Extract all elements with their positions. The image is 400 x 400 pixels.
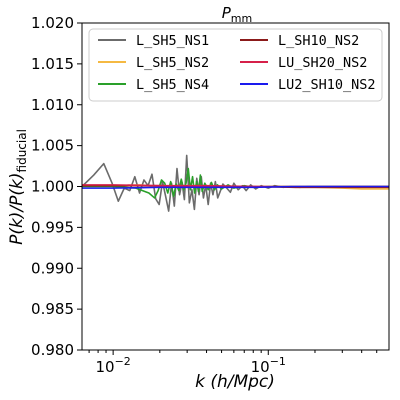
x-tick-exponent: −1 [270, 355, 286, 368]
y-axis-label-sub: fiducial [15, 129, 29, 172]
legend-label: L_SH5_NS1 [136, 33, 209, 49]
x-tick-exponent: −2 [115, 355, 131, 368]
y-tick-label: 0.980 [31, 341, 74, 359]
y-axis-label-main: P(k)/P(k) [7, 172, 27, 244]
legend-label: L_SH5_NS2 [136, 55, 209, 71]
x-axis: 10−2 10−1 [88, 350, 378, 376]
x-tick-label: 10−2 [95, 355, 130, 376]
y-tick-label: 1.000 [31, 178, 74, 196]
series-line-l-sh5-ns1 [82, 154, 389, 212]
chart-title-sub: mm [231, 12, 252, 25]
x-tick-base: 10 [95, 358, 114, 376]
legend-box [88, 28, 383, 102]
y-tick-label: 1.020 [31, 14, 74, 32]
legend-label: LU2_SH10_NS2 [278, 77, 376, 93]
y-tick-label: 1.005 [31, 137, 74, 155]
y-tick-label: 0.990 [31, 259, 74, 277]
series-line-lu2-sh10-ns2 [82, 185, 389, 189]
y-tick-label: 0.985 [31, 300, 74, 318]
y-axis-label: P(k)/P(k)fiducial [7, 129, 29, 245]
y-tick-label: 1.010 [31, 96, 74, 114]
legend-label: L_SH10_NS2 [278, 33, 359, 49]
y-tick-label: 1.015 [31, 55, 74, 73]
x-tick-label: 10−1 [251, 355, 286, 376]
x-tick-base: 10 [251, 358, 270, 376]
x-axis-label: k (h/Mpc) [195, 372, 275, 392]
legend-label: L_SH5_NS4 [136, 77, 209, 93]
legend: L_SH5_NS1 L_SH5_NS2 L_SH5_NS4 L_SH10_NS2 LU_… [88, 28, 383, 102]
chart-title-main: P [222, 4, 232, 22]
series-layer [82, 154, 389, 212]
series-line-l-sh5-ns4 [82, 167, 389, 199]
legend-label: LU_SH20_NS2 [278, 55, 367, 71]
y-axis: 0.980 0.985 0.990 0.995 1.000 1.005 1.010 1.015… [31, 14, 82, 359]
chart-title: Pmm [222, 4, 252, 25]
y-tick-label: 0.995 [31, 218, 74, 236]
